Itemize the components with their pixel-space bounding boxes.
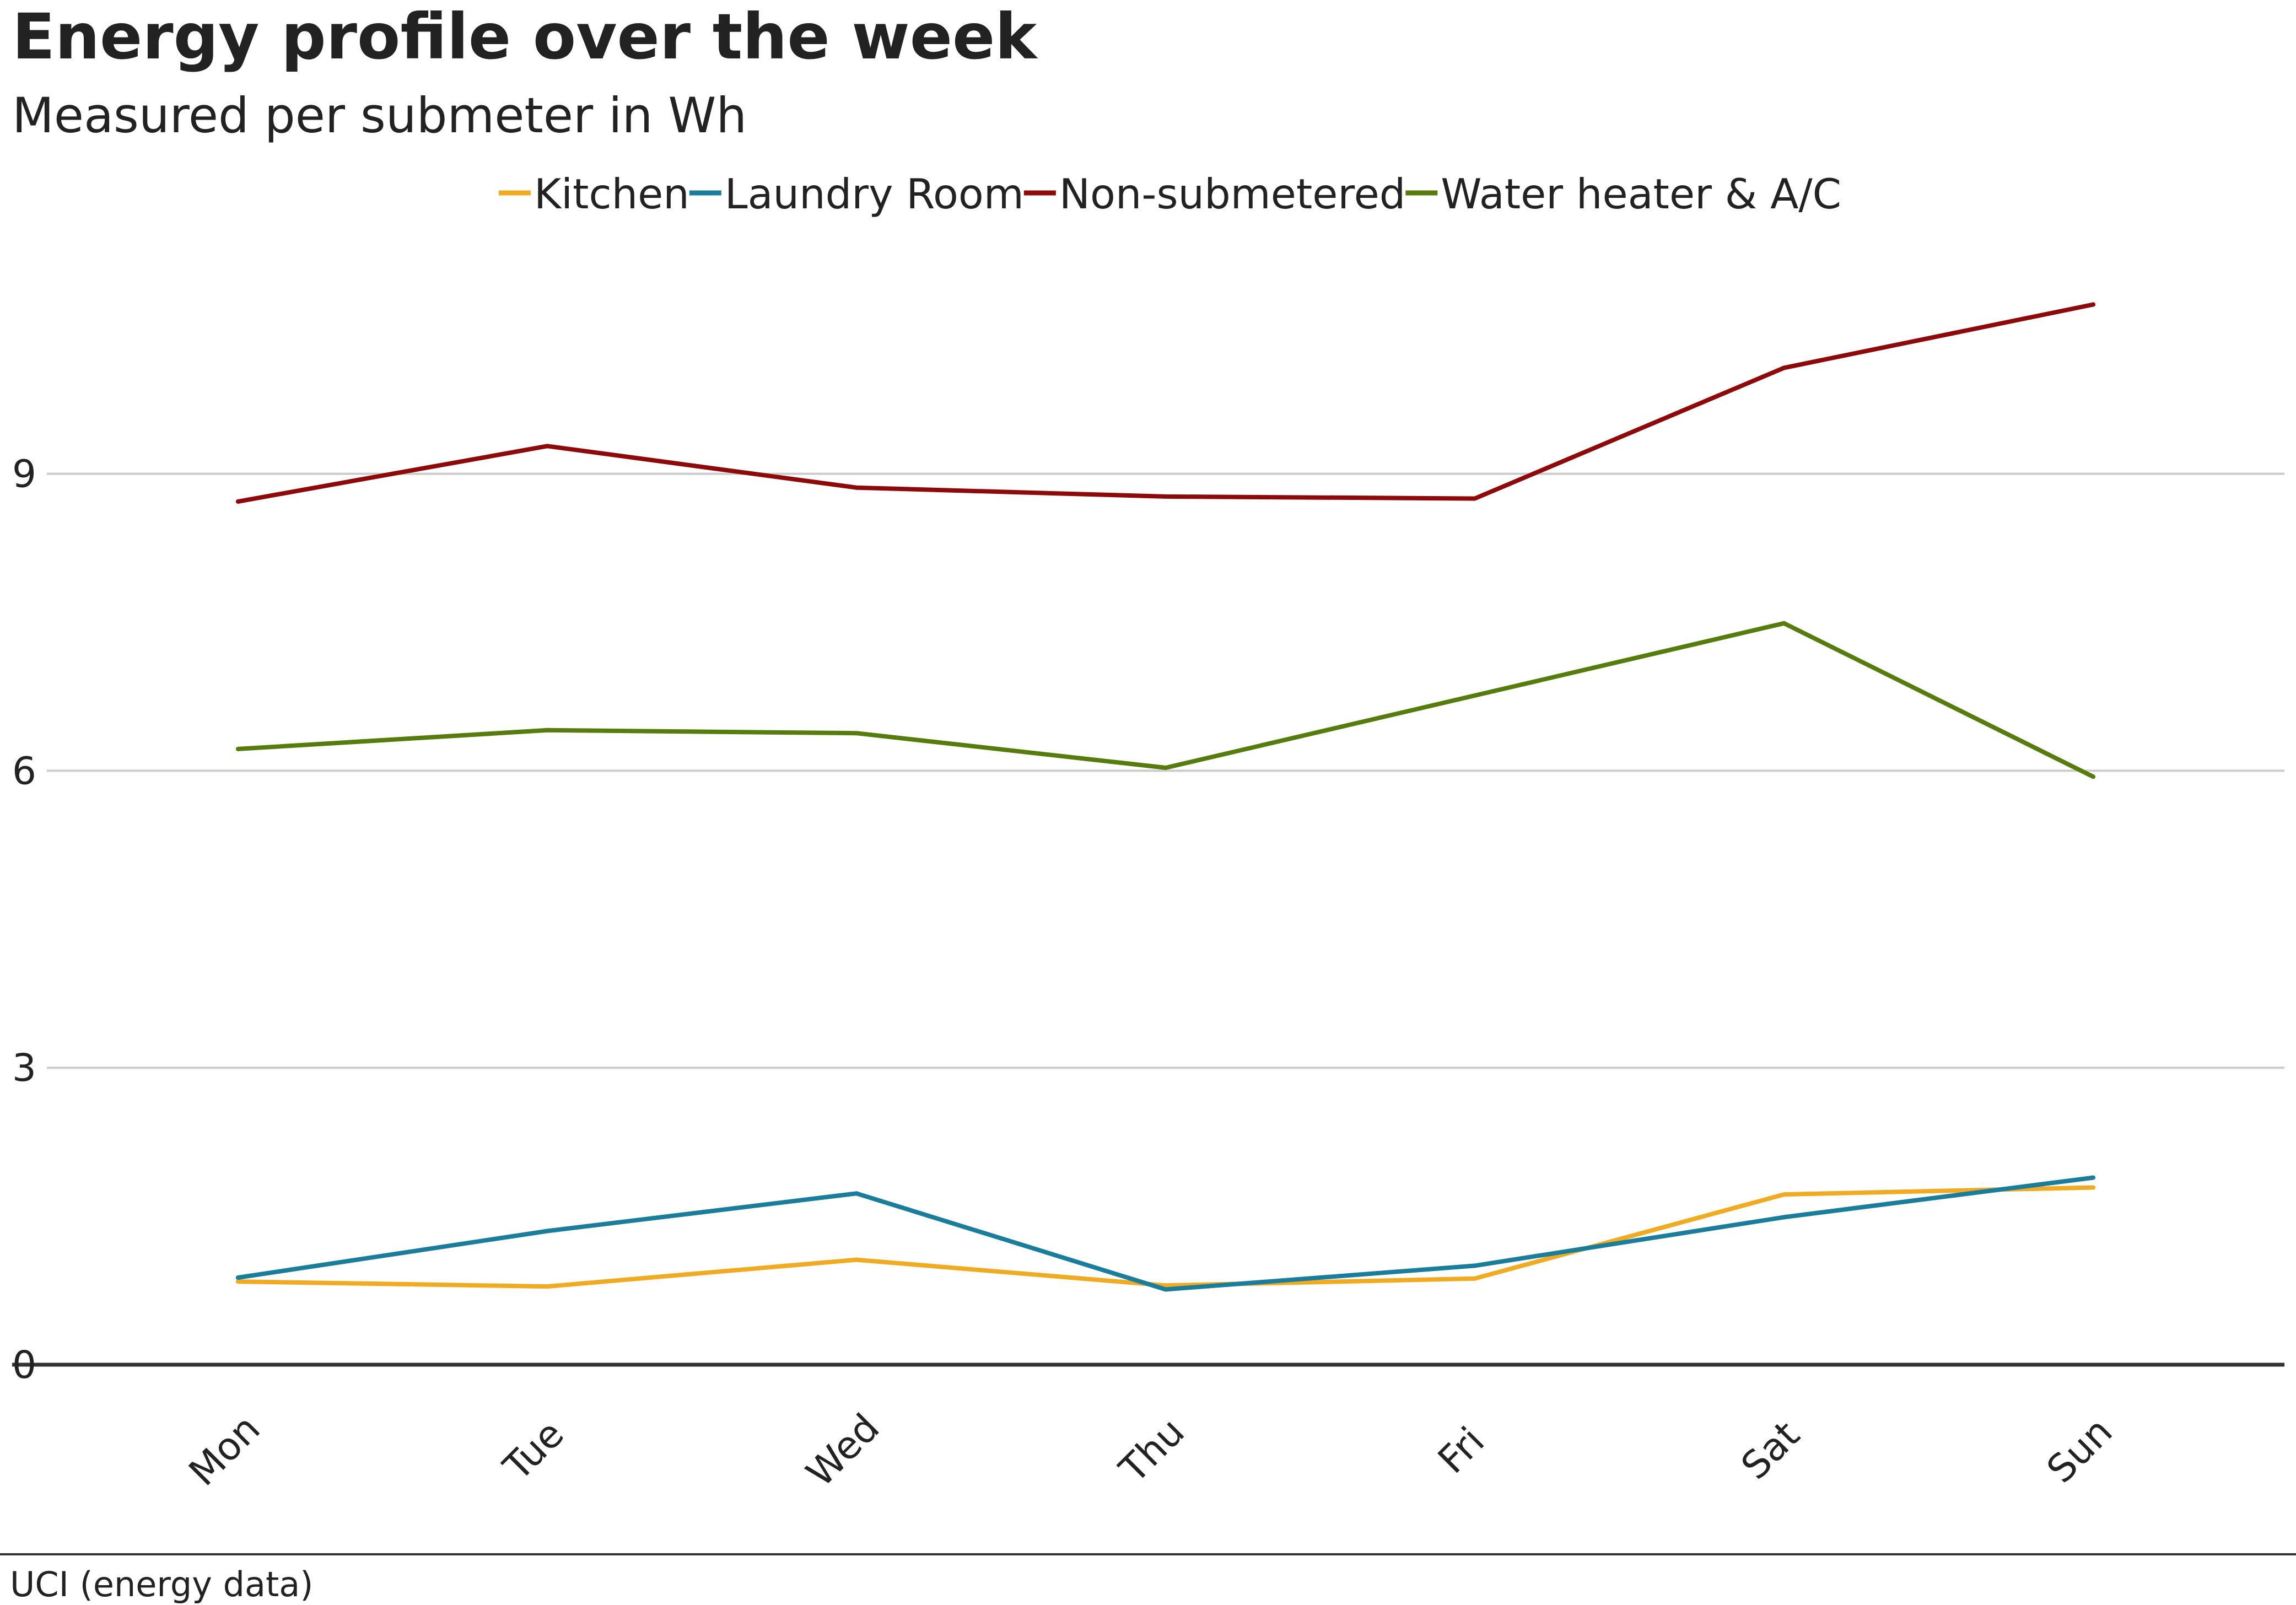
data-point: [2091, 302, 2095, 307]
chart-title: Energy profile over the week: [12, 0, 1038, 73]
data-point: [2091, 1185, 2095, 1190]
data-point: [545, 1229, 549, 1234]
data-point: [1473, 1263, 1477, 1268]
data-point: [1782, 1192, 1786, 1197]
series-non-submetered: [236, 302, 2095, 504]
data-point: [1163, 1287, 1168, 1292]
series-lines: [236, 302, 2095, 1292]
data-point: [854, 1257, 859, 1262]
source-note: UCI (energy data): [10, 1564, 313, 1604]
data-point: [1163, 494, 1168, 499]
legend: Kitchen Laundry Room Non-submetered Water h…: [498, 170, 1841, 218]
y-tick-label: 6: [12, 749, 36, 793]
y-axis-ticks: 0 3 6 9: [12, 453, 36, 1387]
legend-item: Water heater & A/C: [1405, 170, 1841, 218]
data-point: [854, 485, 859, 490]
data-point: [854, 731, 859, 736]
data-point: [236, 1279, 240, 1284]
x-tick-label: Wed: [798, 1405, 888, 1495]
data-point: [2091, 774, 2095, 779]
x-axis-ticks: Mon Tue Wed Thu Fri Sat Sun: [181, 1405, 2121, 1495]
data-point: [1163, 766, 1168, 770]
series-laundry-room: [236, 1175, 2095, 1292]
y-tick-label: 9: [12, 453, 36, 497]
x-tick-label: Sun: [2039, 1409, 2121, 1491]
legend-label: Water heater & A/C: [1441, 170, 1841, 218]
chart-subtitle: Measured per submeter in Wh: [12, 87, 747, 144]
data-point: [1473, 496, 1477, 501]
x-tick-label: Sat: [1733, 1413, 1808, 1488]
data-point: [854, 1191, 859, 1196]
x-tick-label: Tue: [495, 1412, 573, 1490]
grid-lines: [12, 472, 2284, 1367]
data-point: [545, 444, 549, 449]
data-point: [2091, 1175, 2095, 1180]
series-line: [236, 621, 2095, 779]
data-point: [1473, 693, 1477, 698]
series-kitchen: [236, 1185, 2095, 1289]
data-point: [545, 1284, 549, 1289]
data-point: [236, 499, 240, 504]
data-point: [1163, 1283, 1168, 1288]
data-point: [545, 728, 549, 733]
y-tick-label: 3: [12, 1046, 36, 1090]
data-point: [1473, 1276, 1477, 1281]
data-point: [1782, 621, 1786, 626]
series-line: [236, 302, 2095, 504]
data-point: [1782, 1215, 1786, 1220]
y-tick-label: 0: [12, 1343, 36, 1387]
series-water-heater-a-c: [236, 621, 2095, 779]
legend-item: Laundry Room: [689, 170, 1024, 218]
legend-label: Non-submetered: [1059, 170, 1406, 218]
data-point: [236, 1275, 240, 1280]
x-tick-label: Mon: [181, 1407, 268, 1494]
data-point: [236, 746, 240, 751]
legend-item: Kitchen: [498, 170, 689, 218]
x-tick-label: Thu: [1111, 1410, 1193, 1492]
legend-item: Non-submetered: [1023, 170, 1406, 218]
data-point: [1782, 365, 1786, 370]
legend-label: Laundry Room: [725, 170, 1024, 218]
legend-label: Kitchen: [534, 170, 689, 218]
x-tick-label: Fri: [1430, 1419, 1493, 1482]
